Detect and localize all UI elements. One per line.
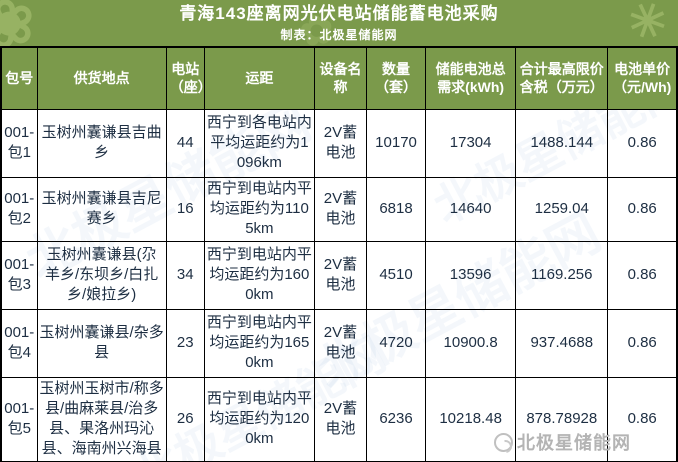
table-cell: 14640: [425, 176, 517, 242]
header-cell: 数量（套）: [365, 46, 427, 110]
table-row: 001-包1 玉树州囊谦县吉曲乡 44 西宁到各电站内平均运距约为1096km 2V蓄电…: [0, 108, 678, 178]
table-cell: 2V蓄电池: [313, 176, 368, 242]
page-subtitle: 制表：北极星储能网: [280, 28, 398, 43]
header-cell: 运距: [203, 46, 315, 110]
table-cell: 玉树州囊谦县/杂多县: [36, 308, 167, 378]
table-row: 001-包3 玉树州囊谦县(尕羊乡/东坝乡/白扎乡/娘拉乡) 34 西宁到电站内平均运…: [0, 240, 678, 310]
table-cell: 玉树州囊谦县吉尼赛乡: [36, 176, 167, 242]
header-cell: 电站（座）: [165, 46, 205, 110]
title-band: ❀ ✳ ✿ 青海143座离网光伏电站储能蓄电池采购 制表：北极星储能网: [0, 0, 678, 46]
table-cell: 878.78928: [515, 376, 609, 462]
procurement-table: 包号供货地点电站（座）运距设备名称数量（套）储能电池总需求(kWh)合计最高限价…: [0, 46, 678, 462]
table-cell: 西宁到电站内平均运距约为1105km: [203, 176, 315, 242]
table-cell: 4510: [365, 240, 427, 310]
table-cell: 2V蓄电池: [313, 308, 368, 378]
table-cell: 001-包4: [0, 308, 38, 378]
table-row: 001-包4 玉树州囊谦县/杂多县 23 西宁到电站内平均运距约为1650km 2V蓄电…: [0, 308, 678, 378]
table-cell: 0.86: [607, 108, 678, 178]
table-cell: 34: [165, 240, 205, 310]
table-cell: 4720: [365, 308, 427, 378]
table-header-row: 包号供货地点电站（座）运距设备名称数量（套）储能电池总需求(kWh)合计最高限价…: [0, 46, 678, 110]
table-cell: 0.86: [607, 308, 678, 378]
table-cell: 0.86: [607, 176, 678, 242]
header-cell: 合计最高限价含税（万元）: [515, 46, 609, 110]
table-cell: 玉树州囊谦县吉曲乡: [36, 108, 167, 178]
header-cell: 设备名称: [313, 46, 368, 110]
table-cell: 001-包5: [0, 376, 38, 462]
table-cell: 16: [165, 176, 205, 242]
header-cell: 储能电池总需求(kWh): [425, 46, 517, 110]
table-cell: 10218.48: [425, 376, 517, 462]
table-cell: 10170: [365, 108, 427, 178]
table-cell: 玉树州囊谦县(尕羊乡/东坝乡/白扎乡/娘拉乡): [36, 240, 167, 310]
table-cell: 23: [165, 308, 205, 378]
table-cell: 44: [165, 108, 205, 178]
table-cell: 0.86: [607, 240, 678, 310]
table-cell: 1169.256: [515, 240, 609, 310]
table-cell: 937.4688: [515, 308, 609, 378]
table-cell: 2V蓄电池: [313, 108, 368, 178]
table-cell: 26: [165, 376, 205, 462]
page-title: 青海143座离网光伏电站储能蓄电池采购: [179, 4, 499, 23]
table-cell: 2V蓄电池: [313, 240, 368, 310]
table-cell: 西宁到各电站内平均运距约为1096km: [203, 108, 315, 178]
table-cell: 西宁到电站内平均运距约为1650km: [203, 308, 315, 378]
header-cell: 供货地点: [36, 46, 167, 110]
table-row: 001-包5 玉树州玉树市/称多县/曲麻莱县/治多县、果洛州玛沁县、海南州兴海县 2…: [0, 376, 678, 462]
table-cell: 10900.8: [425, 308, 517, 378]
table-cell: 2V蓄电池: [313, 376, 368, 462]
table-cell: 001-包2: [0, 176, 38, 242]
table-cell: 6236: [365, 376, 427, 462]
table-cell: 13596: [425, 240, 517, 310]
header-cell: 包号: [0, 46, 38, 110]
table-cell: 001-包3: [0, 240, 38, 310]
table-cell: 0.86: [607, 376, 678, 462]
table-cell: 西宁到电站内平均运距约为1200km: [203, 376, 315, 462]
table-cell: 1488.144: [515, 108, 609, 178]
table-cell: 6818: [365, 176, 427, 242]
table-cell: 西宁到电站内平均运距约为1600km: [203, 240, 315, 310]
header-cell: 电池单价（元/Wh): [607, 46, 678, 110]
table-cell: 玉树州玉树市/称多县/曲麻莱县/治多县、果洛州玛沁县、海南州兴海县: [36, 376, 167, 462]
table-cell: 17304: [425, 108, 517, 178]
table-cell: 1259.04: [515, 176, 609, 242]
table-cell: 001-包1: [0, 108, 38, 178]
table-row: 001-包2 玉树州囊谦县吉尼赛乡 16 西宁到电站内平均运距约为1105km 2V蓄电…: [0, 176, 678, 242]
